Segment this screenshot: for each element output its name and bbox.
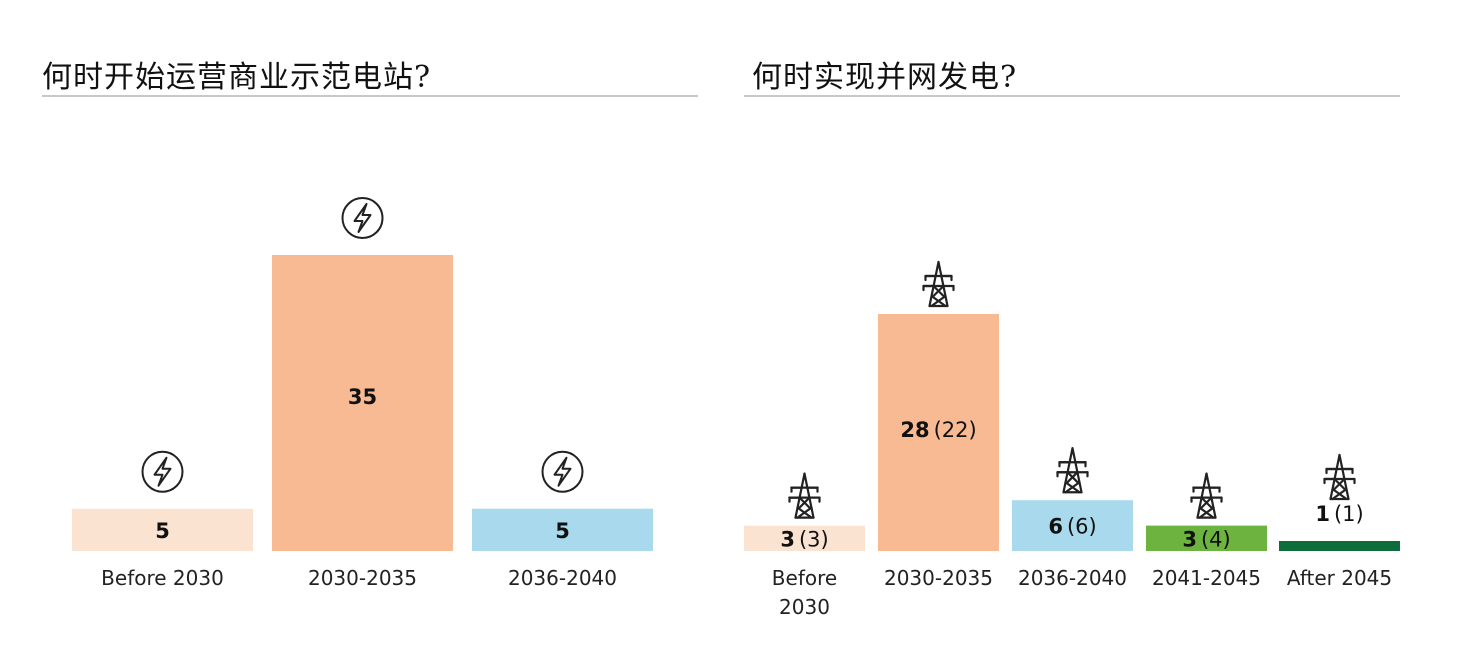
right-bar-icon-0-stroke-0	[794, 472, 806, 519]
right-bar-icon-3-stroke-0	[1196, 472, 1208, 519]
right-category-label-0-line-1: 2030	[779, 595, 830, 619]
right-bar-icon-0	[788, 472, 821, 519]
left-bar-value-0: 5	[155, 519, 170, 543]
right-bar-value-3: 3 (4)	[1182, 527, 1230, 551]
right-bar-icon-4	[1323, 453, 1356, 501]
left-bar-icon-2-ring	[541, 450, 584, 493]
right-category-label-0-line-0: Before	[772, 566, 837, 590]
right-bar-icon-3-stroke-1	[1205, 472, 1217, 519]
right-bar-icon-1-stroke-1	[937, 260, 949, 308]
right-bar-1	[878, 314, 999, 551]
right-bar-value-4: 1 (1)	[1315, 502, 1363, 526]
right-bar-2	[1012, 500, 1133, 551]
left-category-label-0: Before 2030	[101, 566, 224, 590]
left-bar-2	[472, 508, 653, 551]
left-bar-value-1: 35	[348, 385, 377, 409]
right-bar-4	[1279, 541, 1400, 551]
right-category-label-3: 2041-2045	[1152, 566, 1261, 590]
left-bar-icon-0-ring	[141, 450, 184, 493]
left-bar-value-2: 5	[555, 519, 570, 543]
right-bar-icon-3	[1190, 472, 1223, 519]
right-bar-icon-2-stroke-1	[1071, 447, 1083, 494]
right-bar-value-2: 6 (6)	[1048, 515, 1096, 539]
left-bar-0	[72, 508, 253, 551]
right-bar-icon-4-stroke-1	[1338, 453, 1350, 501]
right-bar-icon-2-stroke-9	[1066, 471, 1079, 484]
right-bar-icon-0-stroke-9	[798, 496, 811, 509]
left-bar-icon-1-bolt	[353, 203, 372, 233]
left-bar-icon-2	[541, 450, 584, 493]
right-bar-icon-1-stroke-0	[928, 260, 940, 308]
right-bar-icon-2-stroke-11	[1064, 481, 1081, 494]
right-bar-icon-0-stroke-11	[796, 506, 813, 519]
right-bar-icon-3-stroke-11	[1198, 506, 1215, 519]
right-title-rule	[744, 95, 1400, 97]
right-bar-icon-1-stroke-11	[930, 294, 947, 308]
right-bar-icon-4-stroke-9	[1333, 477, 1346, 491]
right-bar-icon-0-stroke-1	[803, 472, 815, 519]
right-bar-value-0: 3 (3)	[780, 527, 828, 551]
right-bar-icon-4-stroke-0	[1329, 453, 1341, 501]
right-bar-icon-1-stroke-9	[932, 284, 945, 298]
right-bar-icon-2	[1056, 447, 1089, 494]
left-bar-icon-0-bolt	[153, 456, 172, 487]
right-category-label-2: 2036-2040	[1018, 566, 1127, 590]
left-bar-icon-2-bolt	[553, 456, 572, 487]
right-bar-icon-2-stroke-0	[1062, 447, 1074, 494]
left-bar-1	[272, 255, 453, 551]
left-bar-icon-1	[341, 197, 384, 239]
right-chart-title: 何时实现并网发电?	[752, 60, 1018, 95]
left-title-rule	[42, 95, 698, 97]
left-bar-icon-0	[141, 450, 184, 493]
left-category-label-2: 2036-2040	[508, 566, 617, 590]
right-bar-icon-3-stroke-9	[1200, 496, 1213, 509]
right-bar-value-1: 28 (22)	[900, 418, 976, 442]
right-bar-icon-1	[922, 260, 955, 308]
right-category-label-4: After 2045	[1287, 566, 1392, 590]
left-chart-title: 何时开始运营商业示范电站?	[42, 60, 432, 95]
left-category-label-1: 2030-2035	[308, 566, 417, 590]
right-category-label-1: 2030-2035	[884, 566, 993, 590]
left-bar-icon-1-ring	[341, 197, 384, 239]
right-bar-icon-4-stroke-11	[1331, 487, 1348, 501]
right-bar-3	[1146, 525, 1267, 551]
right-bar-0	[744, 525, 865, 551]
